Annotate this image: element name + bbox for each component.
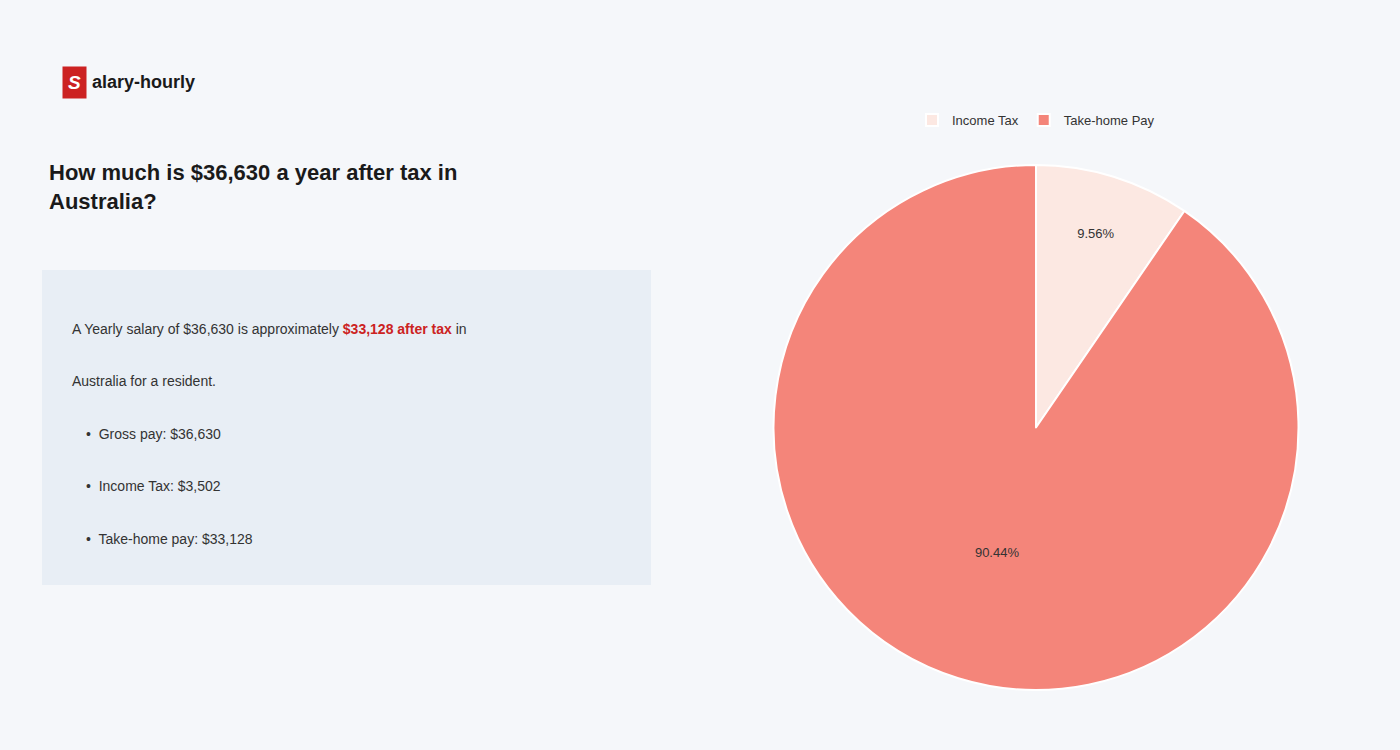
- svg-text:Income Tax: Income Tax: [952, 113, 1019, 128]
- svg-text:Australia for a resident.: Australia for a resident.: [72, 373, 216, 389]
- svg-text:S: S: [68, 72, 81, 93]
- svg-text:Take-home Pay: Take-home Pay: [1064, 113, 1155, 128]
- svg-text:9.56%: 9.56%: [1077, 226, 1114, 241]
- svg-text:alary-hourly: alary-hourly: [92, 72, 195, 92]
- svg-text:A Yearly salary of $36,630 is: A Yearly salary of $36,630 is approximat…: [72, 321, 467, 337]
- svg-text:How much is $36,630 a year aft: How much is $36,630 a year after tax inA…: [49, 160, 457, 214]
- svg-text:• Take-home pay: $33,128: • Take-home pay: $33,128: [86, 531, 253, 547]
- svg-text:90.44%: 90.44%: [975, 545, 1020, 560]
- svg-text:• Gross pay: $36,630: • Gross pay: $36,630: [86, 426, 221, 442]
- svg-text:• Income Tax: $3,502: • Income Tax: $3,502: [86, 478, 221, 494]
